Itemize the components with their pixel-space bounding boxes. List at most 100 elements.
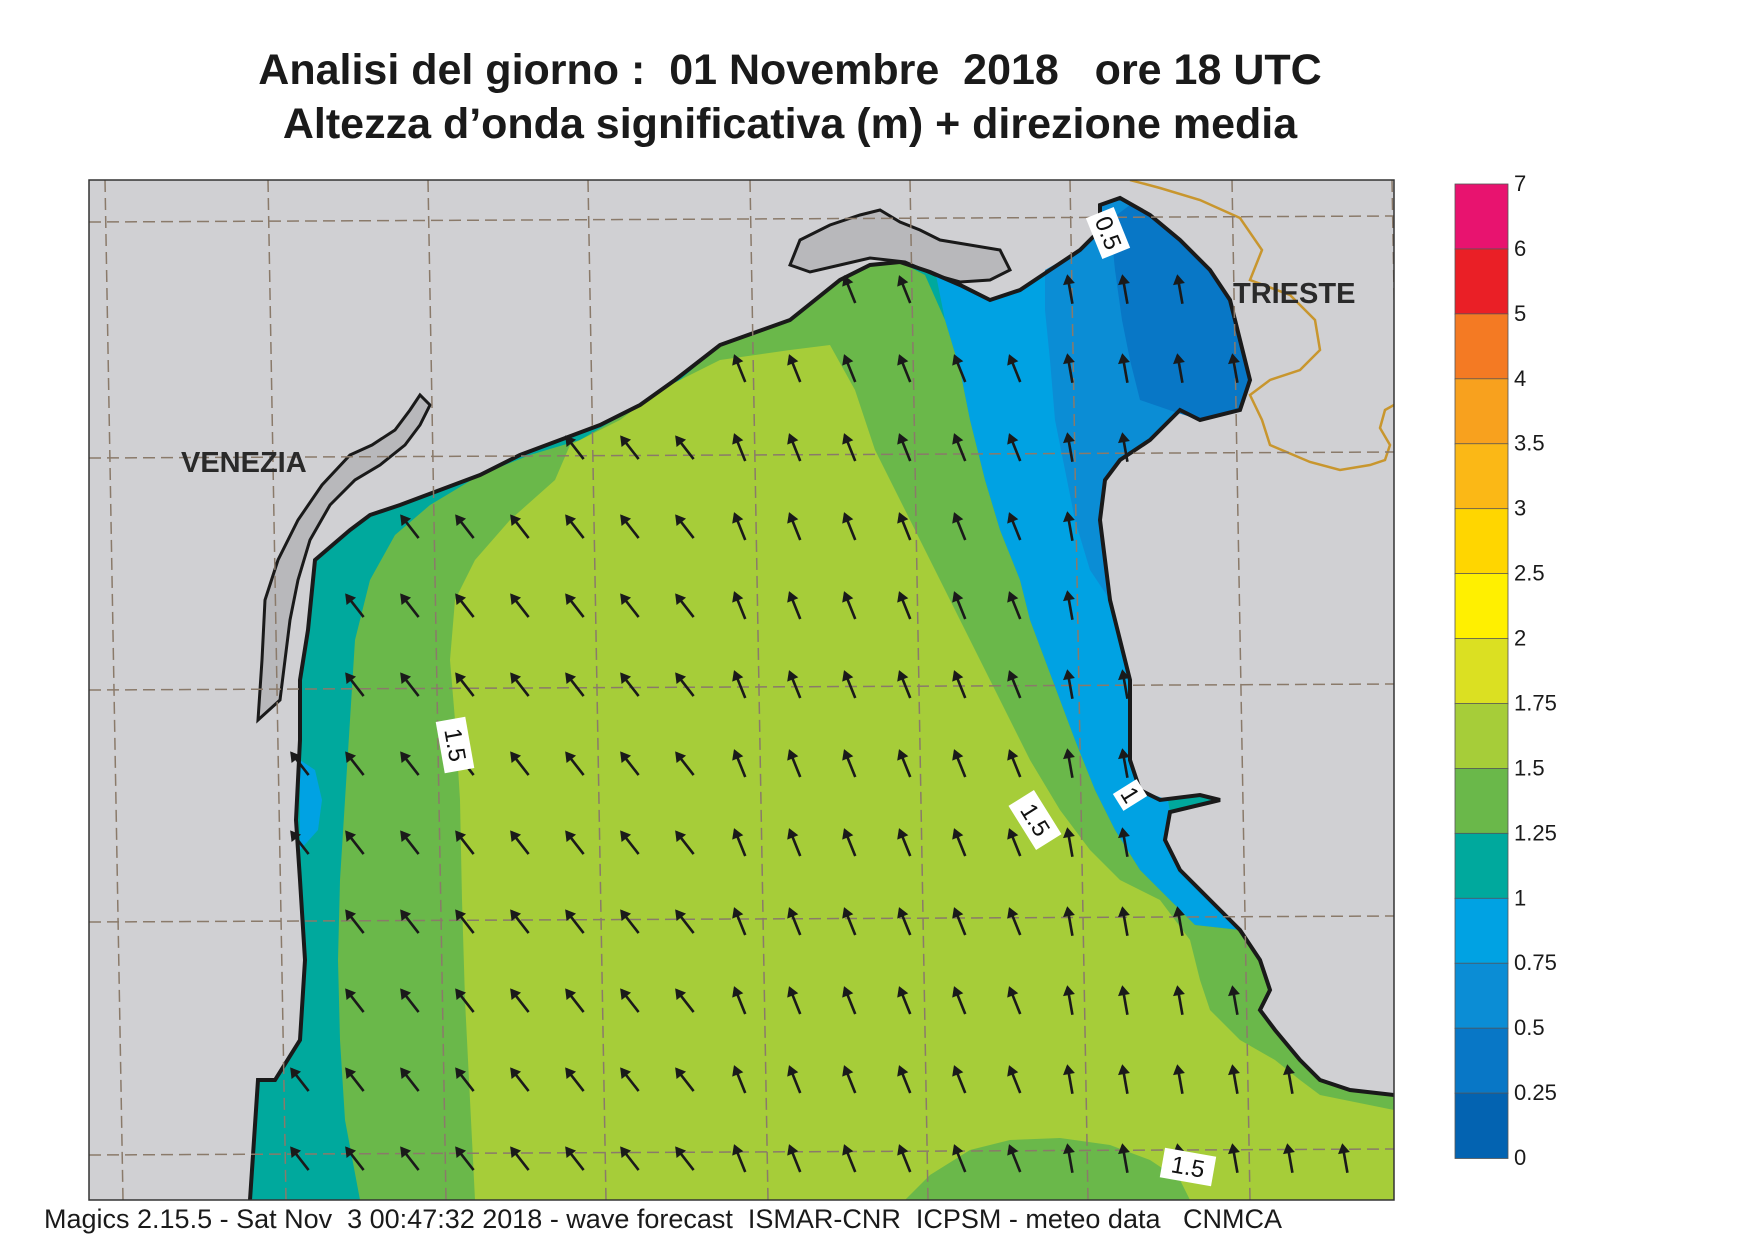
legend-label: 1.25: [1514, 820, 1557, 845]
wave-arrow: [345, 1146, 365, 1171]
wave-arrow: [732, 749, 747, 778]
wave-arrow: [1283, 1143, 1295, 1174]
wave-arrow: [897, 1144, 912, 1173]
legend-swatch: [1454, 508, 1509, 575]
wave-arrow: [732, 591, 747, 620]
wave-arrow: [675, 435, 695, 460]
footer-credits: Magics 2.15.5 - Sat Nov 3 00:47:32 2018 …: [44, 1204, 1282, 1234]
wave-arrow: [675, 1146, 695, 1171]
wave-arrow: [675, 593, 695, 618]
legend-label: 5: [1514, 301, 1526, 326]
legend-swatch: [1454, 962, 1509, 1030]
wave-arrow: [952, 433, 967, 462]
legend-label: 0: [1514, 1145, 1526, 1170]
wave-arrow: [675, 909, 695, 934]
wave-arrow: [842, 907, 857, 936]
wave-arrow: [565, 1067, 585, 1092]
wave-arrow: [897, 275, 912, 304]
wave-arrow: [510, 751, 530, 776]
wave-arrow: [1118, 432, 1130, 463]
wave-arrow: [675, 988, 695, 1013]
wave-arrow: [787, 749, 802, 778]
wave-arrow: [732, 1144, 747, 1173]
wave-arrow: [732, 1065, 747, 1094]
legend-label: 0.5: [1514, 1015, 1545, 1040]
wave-arrow: [787, 591, 802, 620]
wave-arrow: [290, 830, 310, 855]
wave-arrow: [345, 593, 365, 618]
legend-swatch: [1454, 443, 1509, 510]
legend-swatch: [1454, 183, 1509, 250]
wave-arrow: [1063, 985, 1075, 1016]
wave-arrow: [1228, 353, 1240, 384]
svg-text:1.5: 1.5: [1169, 1151, 1207, 1183]
wave-arrow: [1063, 274, 1075, 305]
wave-arrow: [842, 591, 857, 620]
wave-arrow: [1007, 986, 1022, 1015]
wave-arrow: [732, 828, 747, 857]
legend-swatch: [1454, 313, 1509, 380]
wave-arrow: [510, 830, 530, 855]
wave-arrow: [897, 512, 912, 541]
wave-arrow: [842, 433, 857, 462]
wave-arrow: [455, 909, 475, 934]
legend-swatch: [1454, 832, 1509, 900]
wave-arrow: [345, 672, 365, 697]
wave-arrow: [455, 593, 475, 618]
wave-arrow: [787, 512, 802, 541]
wave-arrow: [510, 514, 530, 539]
wave-arrow: [897, 354, 912, 383]
wave-arrow: [1173, 353, 1185, 384]
wave-arrow: [897, 907, 912, 936]
wave-arrow: [345, 1067, 365, 1092]
wave-arrow: [565, 751, 585, 776]
wave-arrow: [455, 1067, 475, 1092]
legend-swatch: [1454, 897, 1509, 965]
wave-arrow: [842, 986, 857, 1015]
wave-arrow: [1007, 433, 1022, 462]
city-label-trieste: TRIESTE: [1233, 278, 1355, 310]
wave-arrow: [1063, 432, 1075, 463]
wave-arrow: [1063, 669, 1075, 700]
wave-arrow: [1173, 274, 1185, 305]
wave-arrow: [510, 1067, 530, 1092]
wave-arrow: [732, 907, 747, 936]
wave-arrow: [1007, 1065, 1022, 1094]
wave-arrow: [897, 1065, 912, 1094]
legend-swatch: [1454, 768, 1509, 835]
wave-arrow: [842, 749, 857, 778]
wave-arrow: [732, 433, 747, 462]
wave-arrow: [675, 751, 695, 776]
wave-arrow: [510, 672, 530, 697]
wave-arrow: [1118, 827, 1130, 858]
legend-label: 4: [1514, 366, 1526, 391]
wave-arrow: [620, 593, 640, 618]
wave-arrow: [400, 1146, 420, 1171]
wave-arrow: [290, 1146, 310, 1171]
wave-arrow: [565, 909, 585, 934]
wave-arrow: [510, 593, 530, 618]
wave-arrow: [1118, 748, 1130, 779]
wave-arrow: [952, 749, 967, 778]
legend-label: 6: [1514, 236, 1526, 261]
wave-arrow: [1228, 1064, 1240, 1095]
wave-arrow: [620, 988, 640, 1013]
legend-swatch: [1454, 378, 1509, 445]
wave-arrow: [1173, 1064, 1185, 1095]
wave-arrow: [400, 830, 420, 855]
wave-arrow: [1063, 511, 1075, 542]
wave-arrow: [952, 986, 967, 1015]
wave-arrow: [620, 435, 640, 460]
wave-arrow: [952, 907, 967, 936]
wave-arrow: [952, 828, 967, 857]
legend-swatch: [1454, 1092, 1509, 1159]
wave-arrow: [400, 909, 420, 934]
wave-arrow: [620, 514, 640, 539]
wave-arrow: [787, 670, 802, 699]
wave-arrow: [345, 988, 365, 1013]
wave-arrow: [842, 1144, 857, 1173]
legend-swatch: [1454, 703, 1509, 770]
legend-label: 0.75: [1514, 950, 1557, 975]
wave-arrow: [787, 986, 802, 1015]
wave-arrow: [400, 1067, 420, 1092]
